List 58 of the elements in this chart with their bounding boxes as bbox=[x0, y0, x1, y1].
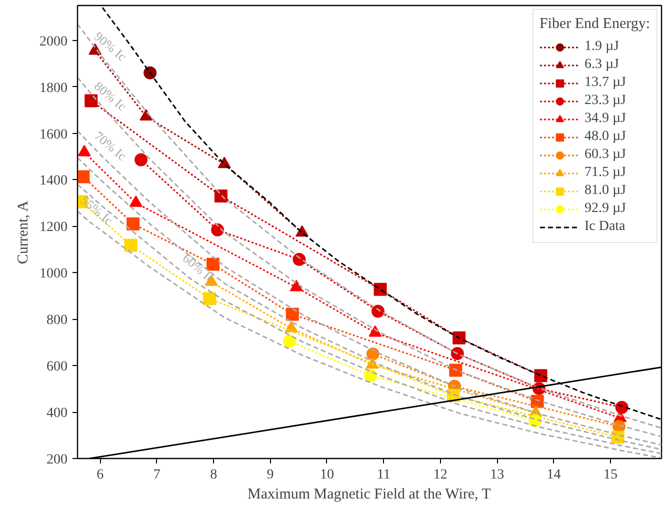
point bbox=[78, 170, 90, 184]
legend-label: 48.0 µJ bbox=[584, 128, 626, 146]
y-tick-label: 200 bbox=[46, 452, 68, 468]
point bbox=[290, 280, 303, 292]
y-tick-label: 1400 bbox=[40, 174, 68, 189]
point bbox=[364, 369, 378, 382]
annotation: 90% Ic bbox=[91, 28, 130, 64]
point bbox=[140, 109, 153, 121]
legend-label: 71.5 µJ bbox=[584, 164, 626, 182]
point bbox=[452, 331, 466, 344]
point bbox=[206, 258, 220, 271]
x-tick-label: 13 bbox=[490, 468, 504, 482]
x-tick-label: 7 bbox=[153, 468, 160, 482]
point bbox=[283, 334, 296, 348]
x-tick-label: 14 bbox=[546, 468, 561, 482]
y-tick-label: 1800 bbox=[40, 80, 68, 96]
point bbox=[292, 252, 306, 266]
y-tick-label: 1000 bbox=[40, 266, 68, 282]
annotation: 55% Ic bbox=[78, 192, 116, 228]
point bbox=[534, 369, 548, 382]
x-tick-label: 10 bbox=[320, 468, 334, 482]
x-tick-label: 8 bbox=[210, 468, 218, 482]
point bbox=[144, 66, 157, 80]
point bbox=[372, 304, 385, 318]
x-tick-label: 15 bbox=[603, 468, 618, 482]
x-tick-label: 11 bbox=[376, 468, 390, 482]
point bbox=[134, 153, 148, 166]
y-tick-label: 1200 bbox=[40, 220, 68, 236]
legend-label: 60.3 µJ bbox=[584, 146, 626, 164]
y-tick-label: 800 bbox=[46, 313, 68, 328]
point bbox=[286, 308, 299, 321]
point bbox=[214, 189, 228, 202]
annotation: 70% Ic bbox=[91, 128, 130, 164]
point bbox=[129, 196, 142, 207]
legend-label: 13.7 µJ bbox=[584, 74, 626, 92]
y-tick-label: 600 bbox=[46, 360, 68, 375]
legend-label: 6.3 µJ bbox=[584, 56, 619, 74]
annotation: 80% Ic bbox=[91, 78, 130, 114]
legend-label: 23.3 µJ bbox=[584, 92, 626, 110]
point bbox=[203, 292, 216, 306]
legend-label: 1.9 µJ bbox=[584, 38, 619, 56]
y-tick-label: 400 bbox=[46, 406, 68, 422]
x-tick-label: 6 bbox=[96, 468, 104, 482]
x-axis-title: Maximum Magnetic Field at the Wire, T bbox=[248, 486, 491, 502]
y-axis-title: Current, A bbox=[16, 200, 32, 264]
point bbox=[78, 144, 91, 156]
legend-label: 81.0 µJ bbox=[584, 182, 626, 200]
legend-label: 34.9 µJ bbox=[584, 110, 626, 128]
legend-title: Fiber End Energy: bbox=[539, 16, 650, 33]
x-tick-label: 12 bbox=[433, 468, 448, 482]
x-tick-label: 9 bbox=[266, 468, 274, 482]
point bbox=[126, 217, 140, 230]
point bbox=[124, 238, 138, 252]
y-tick-label: 2000 bbox=[40, 34, 68, 50]
legend-label: 92.9 µJ bbox=[584, 200, 626, 218]
legend-label: Ic Data bbox=[584, 218, 626, 236]
y-tick-label: 1600 bbox=[40, 127, 68, 142]
point bbox=[449, 364, 462, 377]
